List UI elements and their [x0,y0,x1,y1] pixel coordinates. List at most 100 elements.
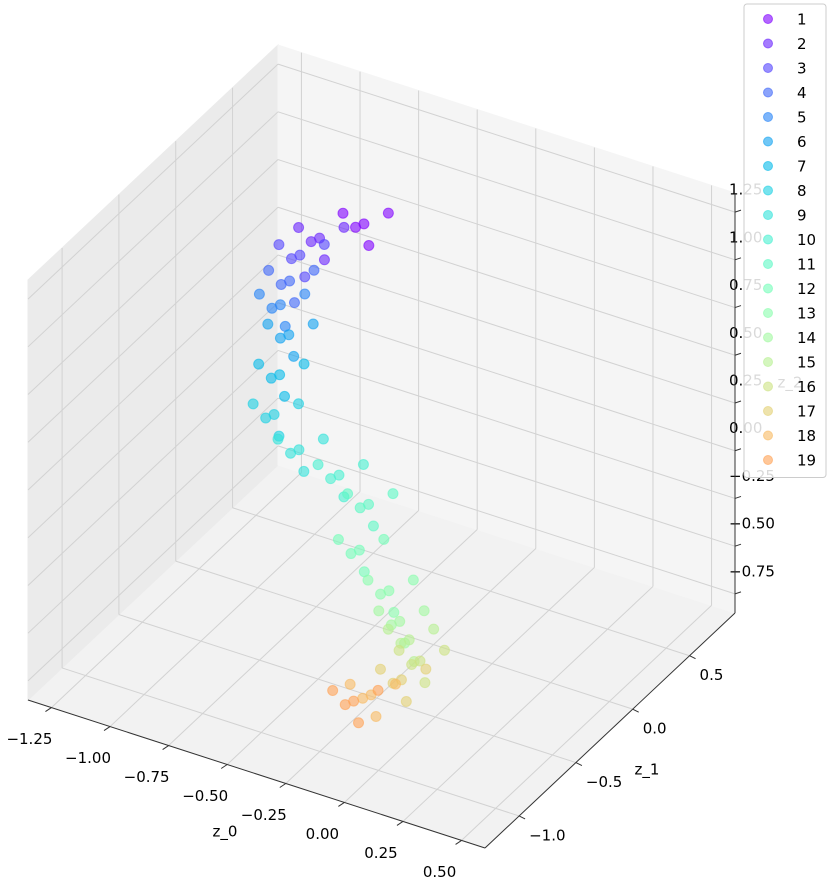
axis-line [27,699,486,849]
grid-line [175,560,633,710]
legend-marker [763,136,773,147]
grid-line [27,302,279,539]
z-tick-label: −0.50 [729,515,775,533]
grid-line [27,206,279,443]
x-tick-label: −0.25 [241,806,287,824]
point [327,685,339,697]
point [382,623,394,635]
point [263,264,275,276]
grid-line [277,397,736,547]
grid-line [51,472,302,708]
point [288,350,300,362]
tick-mark [734,543,742,547]
legend-marker [763,259,773,269]
point [428,623,440,635]
grid-line [61,667,520,817]
legend-marker [763,455,773,465]
grid-line [461,605,712,841]
legend-marker [763,14,773,24]
legend-label: 5 [797,109,807,127]
point [387,488,399,500]
legend-label: 3 [797,60,807,78]
point [354,502,366,514]
grid-line [277,63,736,213]
legend-label: 8 [797,182,807,200]
point [253,358,265,370]
point [305,236,317,248]
point [299,271,311,283]
legend-label: 2 [797,35,807,53]
x-tick-label: 0.25 [364,844,397,862]
legend-marker [763,112,773,122]
legend-marker [763,161,773,171]
tick-mark [103,726,111,731]
point [318,238,330,250]
y-tick-label: 0.0 [643,720,667,738]
legend-label: 16 [797,378,816,396]
tick-mark [734,448,742,452]
legend-label: 10 [797,231,816,249]
grid-line [277,159,736,309]
x-axis-label: z_0 [213,823,238,842]
legend-marker [763,185,773,196]
point [318,254,330,266]
legend-label: 7 [797,158,807,176]
legend-marker [763,63,773,73]
tick-mark [396,821,404,826]
legend-marker [763,87,773,98]
point [260,412,272,424]
point [344,678,356,690]
legend-marker [763,430,773,441]
point [293,398,305,410]
legend-label: 9 [797,207,807,225]
x-tick-label: 0.50 [423,863,456,881]
legend-marker [763,308,773,318]
point [406,658,418,670]
point [325,473,337,485]
point [279,390,291,402]
legend-label: 1 [797,11,807,29]
point [419,677,431,689]
legend-label: 4 [797,84,807,102]
legend-label: 17 [797,403,816,421]
legend-label: 15 [797,354,816,372]
point [272,433,284,445]
point [312,459,324,471]
grid-line [27,63,279,300]
grid-line [168,510,419,746]
y-tick-label: −0.5 [586,773,622,791]
point [339,699,351,711]
y-tick-label: −1.0 [529,826,565,844]
tick-mark [575,762,583,766]
grid-line [27,350,279,586]
point [362,574,374,586]
point [342,488,354,500]
point [293,222,305,234]
legend-label: 6 [797,133,807,151]
legend-label: 18 [797,427,816,445]
point [407,574,419,586]
tick-mark [162,745,169,750]
point [378,533,390,545]
point [400,695,412,707]
legend-marker [763,381,773,392]
grid-line [402,586,654,822]
point [375,588,387,600]
grid-line [277,445,736,595]
grid-line [27,111,279,348]
legend-marker [763,234,773,245]
point [373,605,385,617]
point [298,358,310,370]
point [274,332,286,344]
grid [27,52,736,841]
tick-mark [734,352,742,356]
x-tick-label: −0.75 [124,768,170,786]
points [247,207,450,729]
point [367,520,379,532]
grid-line [232,507,690,657]
point [390,678,402,690]
point [350,221,362,233]
